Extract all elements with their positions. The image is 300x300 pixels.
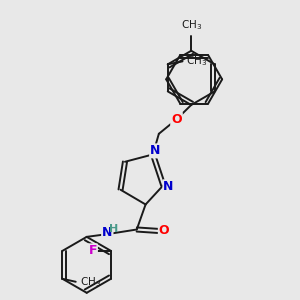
Text: N: N [102,226,112,239]
Text: O: O [171,113,182,126]
Text: N: N [150,144,160,158]
Text: H: H [110,224,119,234]
Text: CH$_3$: CH$_3$ [181,18,202,32]
Text: CH$_3$: CH$_3$ [186,55,208,68]
Text: O: O [159,224,170,238]
Text: CH$_3$: CH$_3$ [80,275,101,289]
Text: F: F [88,244,97,257]
Text: N: N [164,180,174,193]
